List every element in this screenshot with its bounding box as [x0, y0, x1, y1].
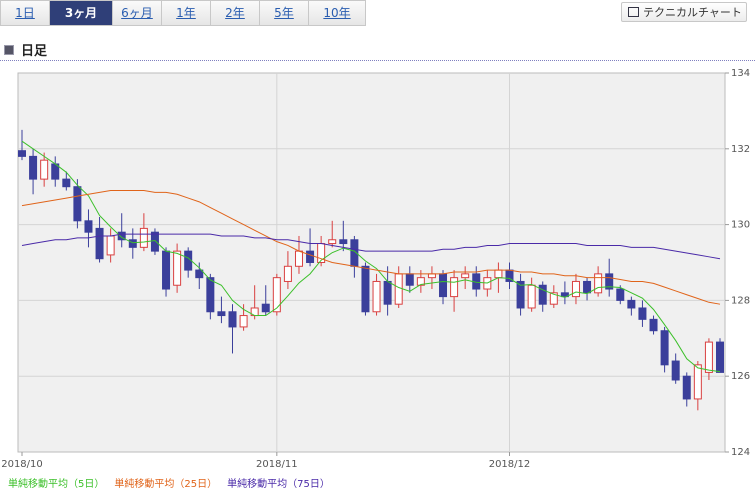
y-tick-label: 132	[731, 144, 750, 155]
candle-body	[272, 277, 281, 313]
tab[interactable]: 1日	[1, 1, 50, 25]
candle-body	[671, 360, 680, 381]
tab[interactable]: 5年	[260, 1, 309, 25]
candle-body	[439, 273, 448, 298]
y-tick-label: 124	[731, 447, 750, 458]
candle-body	[693, 364, 702, 400]
x-tick-label: 2018/12	[489, 459, 531, 470]
candle-body	[228, 311, 237, 328]
plot-area	[17, 72, 726, 453]
technical-chart-button[interactable]: テクニカルチャート	[621, 2, 747, 22]
candle-body	[372, 280, 381, 313]
candle-body	[84, 220, 93, 233]
candle-body	[605, 273, 614, 290]
candle-body	[29, 155, 38, 180]
candle-body	[594, 273, 603, 294]
candle-body	[383, 280, 392, 305]
candle-body	[239, 315, 248, 328]
tab[interactable]: 3ヶ月	[50, 1, 113, 25]
candle-body	[206, 277, 215, 313]
x-tick-label: 2018/11	[256, 459, 298, 470]
candle-body	[195, 269, 204, 279]
moving-average-line	[21, 140, 721, 373]
candle-body	[527, 284, 536, 309]
candle-body	[150, 231, 159, 252]
candle-body	[339, 239, 348, 245]
candle-body	[106, 235, 115, 256]
moving-average-line	[21, 189, 721, 305]
candle-body	[494, 269, 503, 279]
candle-body	[716, 341, 724, 373]
candle-body	[704, 341, 713, 373]
tab[interactable]: 2年	[211, 1, 260, 25]
candle-body	[649, 318, 658, 332]
candle-body	[173, 250, 182, 286]
tab[interactable]: 1年	[162, 1, 211, 25]
candle-body	[450, 277, 459, 298]
candle-body	[549, 292, 558, 305]
y-tick-label: 126	[731, 371, 750, 382]
candle-body	[328, 239, 337, 245]
y-tick-label: 128	[731, 295, 750, 306]
candle-body	[627, 299, 636, 309]
candle-body	[427, 273, 436, 279]
tab[interactable]: 6ヶ月	[113, 1, 162, 25]
tab[interactable]: 10年	[309, 1, 365, 25]
candle-body	[73, 186, 82, 222]
section-heading: 日足	[4, 40, 47, 59]
legend-label: 単純移動平均（75日）	[227, 477, 330, 490]
y-tick-label: 130	[731, 220, 750, 231]
candle-body	[18, 150, 26, 157]
candle-body	[306, 250, 315, 264]
candle-body	[283, 265, 292, 282]
candle-body	[638, 307, 647, 320]
y-tick-label: 134	[731, 68, 750, 79]
candle-body	[583, 280, 592, 294]
candle-body	[128, 239, 137, 248]
candle-body	[538, 284, 547, 305]
candle-body	[217, 311, 226, 317]
candle-body	[95, 227, 104, 260]
candle-body	[162, 250, 171, 290]
candle-body	[62, 178, 71, 188]
x-tick-label: 2018/10	[1, 459, 43, 470]
candle-body	[261, 303, 270, 313]
candle-body	[416, 277, 425, 286]
candle-body	[516, 280, 525, 309]
candle-body	[660, 330, 669, 366]
candle-body	[571, 280, 580, 298]
candle-body	[560, 292, 569, 298]
candle-body	[394, 273, 403, 305]
candle-body	[405, 273, 414, 286]
legend-label: 単純移動平均（25日）	[114, 477, 217, 490]
candle-body	[682, 375, 691, 400]
candle-body	[139, 227, 148, 248]
candle-body	[361, 265, 370, 313]
tab-bar: 1日 3ヶ月 6ヶ月 1年 2年 5年 10年	[0, 0, 366, 26]
candle-body	[117, 231, 126, 241]
candle-body	[294, 250, 303, 267]
divider	[0, 60, 755, 61]
legend-label: 単純移動平均（5日）	[8, 477, 104, 490]
candle-body	[616, 288, 625, 301]
candle-body	[40, 159, 49, 180]
candle-body	[461, 273, 470, 279]
moving-average-line	[21, 233, 721, 260]
